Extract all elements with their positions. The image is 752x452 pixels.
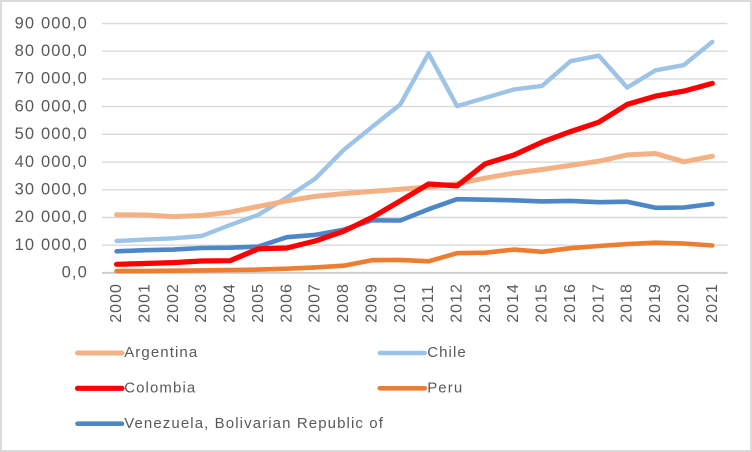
svg-text:2000: 2000 [108, 283, 125, 323]
svg-text:50 000,0: 50 000,0 [15, 125, 88, 143]
svg-text:2009: 2009 [363, 283, 380, 323]
svg-text:2005: 2005 [250, 283, 267, 323]
svg-text:10 000,0: 10 000,0 [15, 236, 88, 254]
svg-text:60 000,0: 60 000,0 [15, 97, 88, 115]
svg-text:2017: 2017 [590, 283, 607, 323]
svg-text:Colombia: Colombia [124, 379, 196, 396]
svg-text:2015: 2015 [534, 283, 551, 323]
svg-text:2016: 2016 [562, 283, 579, 323]
svg-text:90 000,0: 90 000,0 [15, 14, 88, 32]
svg-text:70 000,0: 70 000,0 [15, 70, 88, 88]
svg-text:Venezuela, Bolivarian Republic: Venezuela, Bolivarian Republic of [124, 415, 384, 432]
svg-text:2007: 2007 [307, 283, 324, 323]
svg-text:2012: 2012 [449, 283, 466, 323]
svg-text:2003: 2003 [193, 283, 210, 323]
svg-text:2021: 2021 [704, 283, 721, 323]
svg-text:2020: 2020 [675, 283, 692, 323]
svg-text:2018: 2018 [619, 283, 636, 323]
svg-text:2019: 2019 [647, 283, 664, 323]
svg-text:2008: 2008 [335, 283, 352, 323]
svg-text:2001: 2001 [137, 283, 154, 323]
svg-text:40 000,0: 40 000,0 [15, 153, 88, 171]
svg-text:30 000,0: 30 000,0 [15, 181, 88, 199]
svg-text:20 000,0: 20 000,0 [15, 208, 88, 226]
svg-text:2011: 2011 [420, 284, 437, 323]
svg-text:0,0: 0,0 [62, 264, 88, 282]
svg-text:2013: 2013 [477, 283, 494, 323]
svg-text:2004: 2004 [222, 283, 239, 323]
svg-text:2010: 2010 [392, 283, 409, 323]
svg-text:2014: 2014 [505, 283, 522, 323]
svg-text:Argentina: Argentina [124, 344, 198, 361]
svg-text:2002: 2002 [165, 283, 182, 323]
svg-text:Peru: Peru [427, 379, 463, 396]
svg-text:Chile: Chile [427, 344, 467, 361]
svg-text:2006: 2006 [278, 283, 295, 323]
svg-text:80 000,0: 80 000,0 [15, 42, 88, 60]
